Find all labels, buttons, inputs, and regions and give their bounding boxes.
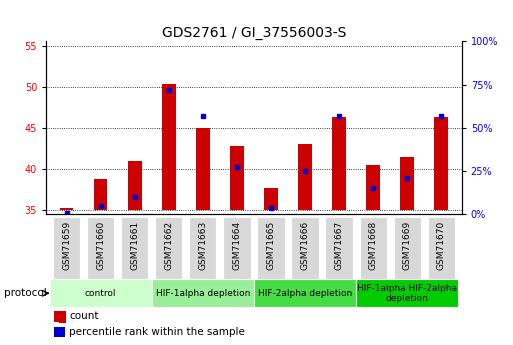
Bar <box>196 128 210 210</box>
Bar <box>162 84 175 210</box>
Text: GSM71670: GSM71670 <box>437 220 446 270</box>
Title: GDS2761 / GI_37556003-S: GDS2761 / GI_37556003-S <box>162 26 346 40</box>
Bar <box>366 165 380 210</box>
Bar <box>230 146 244 210</box>
FancyBboxPatch shape <box>223 217 250 279</box>
Bar <box>332 117 346 210</box>
Text: GSM71663: GSM71663 <box>199 220 207 270</box>
Text: GSM71666: GSM71666 <box>301 220 309 270</box>
Text: GSM71661: GSM71661 <box>130 220 139 270</box>
Bar <box>58 310 66 323</box>
FancyBboxPatch shape <box>428 217 455 279</box>
Bar <box>435 117 448 210</box>
Text: GSM71669: GSM71669 <box>403 220 412 270</box>
FancyBboxPatch shape <box>121 217 148 279</box>
FancyBboxPatch shape <box>155 217 183 279</box>
FancyBboxPatch shape <box>393 217 421 279</box>
Text: GSM71662: GSM71662 <box>164 220 173 269</box>
FancyBboxPatch shape <box>50 279 152 307</box>
Text: HIF-2alpha depletion: HIF-2alpha depletion <box>258 289 352 298</box>
Text: control: control <box>85 289 116 298</box>
Bar <box>60 208 73 210</box>
Text: HIF-1alpha HIF-2alpha
depletion: HIF-1alpha HIF-2alpha depletion <box>357 284 457 303</box>
FancyBboxPatch shape <box>291 217 319 279</box>
Text: count: count <box>69 312 98 321</box>
Text: GSM71665: GSM71665 <box>266 220 275 270</box>
FancyBboxPatch shape <box>189 217 216 279</box>
Bar <box>400 157 414 210</box>
FancyBboxPatch shape <box>360 217 387 279</box>
Text: protocol: protocol <box>4 288 47 298</box>
Bar <box>54 311 65 322</box>
Text: GSM71667: GSM71667 <box>334 220 344 270</box>
FancyBboxPatch shape <box>356 279 458 307</box>
FancyBboxPatch shape <box>87 217 114 279</box>
Text: GSM71668: GSM71668 <box>369 220 378 270</box>
FancyBboxPatch shape <box>53 217 80 279</box>
FancyBboxPatch shape <box>152 279 254 307</box>
Bar <box>128 160 142 210</box>
FancyBboxPatch shape <box>325 217 353 279</box>
Bar <box>94 179 108 210</box>
Text: HIF-1alpha depletion: HIF-1alpha depletion <box>155 289 250 298</box>
FancyBboxPatch shape <box>258 217 285 279</box>
Bar <box>54 327 65 337</box>
Text: GSM71659: GSM71659 <box>62 220 71 270</box>
Text: percentile rank within the sample: percentile rank within the sample <box>69 327 245 337</box>
Bar <box>264 188 278 210</box>
Text: GSM71664: GSM71664 <box>232 220 242 269</box>
Text: GSM71660: GSM71660 <box>96 220 105 270</box>
Bar <box>298 144 312 210</box>
FancyBboxPatch shape <box>254 279 356 307</box>
